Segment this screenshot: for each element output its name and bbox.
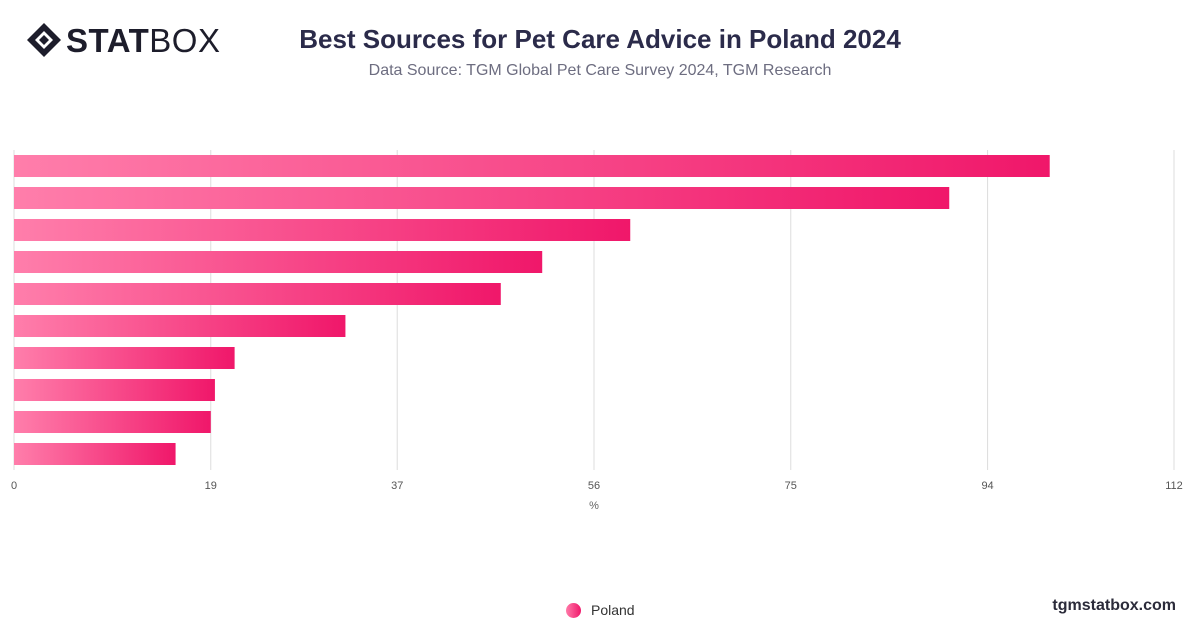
x-tick-label: 56 bbox=[588, 480, 600, 492]
chart-subtitle: Data Source: TGM Global Pet Care Survey … bbox=[368, 62, 832, 79]
legend[interactable]: Poland bbox=[566, 602, 635, 618]
bar-10[interactable] bbox=[14, 443, 176, 465]
chart-title: Best Sources for Pet Care Advice in Pola… bbox=[299, 24, 901, 54]
legend-label-poland: Poland bbox=[591, 602, 635, 618]
bar-5[interactable] bbox=[14, 283, 501, 305]
bar-4[interactable] bbox=[14, 251, 543, 273]
bar-6[interactable] bbox=[14, 315, 346, 337]
bars bbox=[14, 155, 1050, 465]
logo-wordmark-light: BOX bbox=[149, 21, 221, 59]
logo-wordmark: STATBOX bbox=[66, 24, 220, 57]
statbox-logo: STATBOX bbox=[26, 22, 220, 58]
bar-1[interactable] bbox=[14, 155, 1050, 177]
x-tick-label: 75 bbox=[785, 480, 797, 492]
bar-7[interactable] bbox=[14, 347, 235, 369]
x-tick-label: 37 bbox=[391, 480, 403, 492]
x-tick-label: 94 bbox=[981, 480, 993, 492]
diamond-logo-icon bbox=[27, 23, 61, 57]
bar-9[interactable] bbox=[14, 411, 211, 433]
x-axis-label: % bbox=[589, 500, 599, 512]
logo-wordmark-bold: STAT bbox=[66, 21, 150, 59]
bar-3[interactable] bbox=[14, 219, 631, 241]
legend-marker-poland bbox=[566, 602, 581, 618]
x-tick-label: 19 bbox=[205, 480, 217, 492]
x-tick-label: 112 bbox=[1165, 480, 1183, 492]
x-axis-ticks: 0 19 37 56 75 94 112 bbox=[11, 480, 1183, 492]
website-link[interactable]: tgmstatbox.com bbox=[1052, 597, 1176, 614]
bar-2[interactable] bbox=[14, 187, 950, 209]
x-tick-label: 0 bbox=[11, 480, 17, 492]
bar-8[interactable] bbox=[14, 379, 215, 401]
